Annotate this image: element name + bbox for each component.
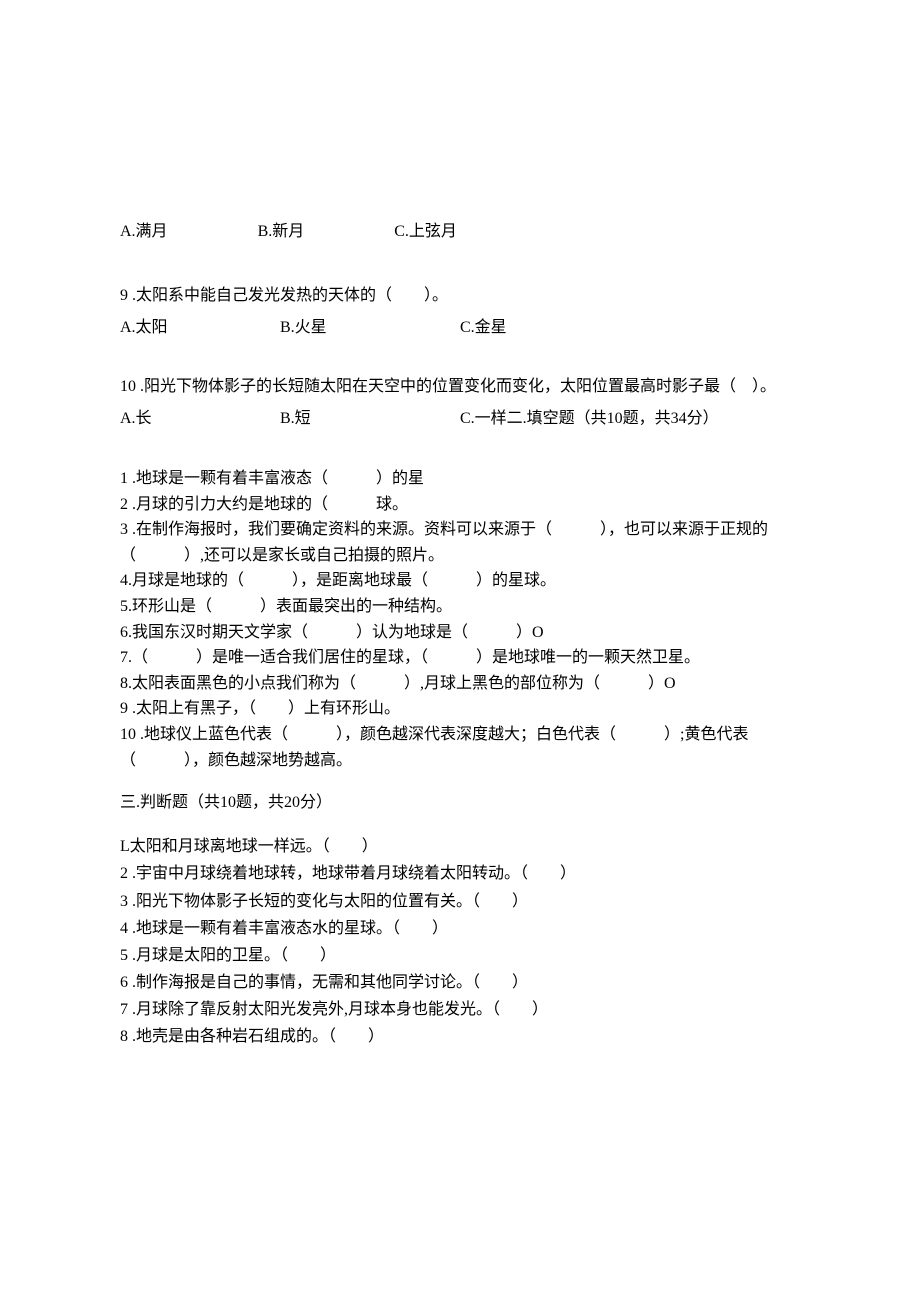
section-3-header: 三.判断题（共10题，共20分） bbox=[120, 791, 800, 815]
judge-5: 5 .月球是太阳的卫星。（ ） bbox=[120, 942, 800, 969]
q8-options: A.满月 B.新月 C.上弦月 bbox=[120, 220, 800, 244]
q10-option-b: B.短 bbox=[280, 407, 460, 431]
judge-section: L太阳和月球离地球一样远。（ ） 2 .宇宙中月球绕着地球转，地球带着月球绕着太… bbox=[120, 833, 800, 1051]
q8-option-a: A.满月 bbox=[120, 220, 168, 244]
q10-text: 10 .阳光下物体影子的长短随太阳在天空中的位置变化而变化，太阳位置最高时影子最… bbox=[120, 375, 800, 399]
fill-8: 8.太阳表面黑色的小点我们称为（ ）,月球上黑色的部位称为（ ）O bbox=[120, 671, 800, 697]
judge-4: 4 .地球是一颗有着丰富液态水的星球。（ ） bbox=[120, 915, 800, 942]
fill-4: 4.月球是地球的（ ），是距离地球最（ ）的星球。 bbox=[120, 568, 800, 594]
q10-options: A.长 B.短 C.一样二.填空题（共10题，共34分） bbox=[120, 407, 800, 431]
judge-7: 7 .月球除了靠反射太阳光发亮外,月球本身也能发光。（ ） bbox=[120, 996, 800, 1023]
judge-6: 6 .制作海报是自己的事情，无需和其他同学讨论。（ ） bbox=[120, 969, 800, 996]
fill-3: 3 .在制作海报时，我们要确定资料的来源。资料可以来源于（ ），也可以来源于正规… bbox=[120, 517, 800, 568]
judge-1: L太阳和月球离地球一样远。（ ） bbox=[120, 833, 800, 860]
fill-9: 9 .太阳上有黑子，（ ）上有环形山。 bbox=[120, 696, 800, 722]
q9-option-b: B.火星 bbox=[280, 316, 460, 340]
fill-5: 5.环形山是（ ）表面最突出的一种结构。 bbox=[120, 594, 800, 620]
fill-6: 6.我国东汉时期天文学家（ ）认为地球是（ ）O bbox=[120, 620, 800, 646]
q9-option-c: C.金星 bbox=[460, 316, 507, 340]
q9-text: 9 .太阳系中能自己发光发热的天体的（ ）。 bbox=[120, 284, 800, 308]
q8-option-c: C.上弦月 bbox=[394, 220, 457, 244]
fill-10: 10 .地球仪上蓝色代表（ ），颜色越深代表深度越大；白色代表（ ）;黄色代表（… bbox=[120, 722, 800, 773]
question-10: 10 .阳光下物体影子的长短随太阳在天空中的位置变化而变化，太阳位置最高时影子最… bbox=[120, 375, 800, 431]
fill-2: 2 .月球的引力大约是地球的（ 球。 bbox=[120, 492, 800, 518]
question-9: 9 .太阳系中能自己发光发热的天体的（ ）。 A.太阳 B.火星 C.金星 bbox=[120, 284, 800, 340]
fill-7: 7.（ ）是唯一适合我们居住的星球，（ ）是地球唯一的一颗天然卫星。 bbox=[120, 645, 800, 671]
fill-1: 1 .地球是一颗有着丰富液态（ ）的星 bbox=[120, 466, 800, 492]
q9-options: A.太阳 B.火星 C.金星 bbox=[120, 316, 800, 340]
q10-option-c: C.一样二.填空题（共10题，共34分） bbox=[460, 407, 719, 431]
q10-option-a: A.长 bbox=[120, 407, 280, 431]
q9-option-a: A.太阳 bbox=[120, 316, 280, 340]
fill-section: 1 .地球是一颗有着丰富液态（ ）的星 2 .月球的引力大约是地球的（ 球。 3… bbox=[120, 466, 800, 773]
judge-2: 2 .宇宙中月球绕着地球转，地球带着月球绕着太阳转动。（ ） bbox=[120, 860, 800, 887]
q8-option-b: B.新月 bbox=[258, 220, 305, 244]
judge-8: 8 .地壳是由各种岩石组成的。（ ） bbox=[120, 1023, 800, 1050]
judge-3: 3 .阳光下物体影子长短的变化与太阳的位置有关。（ ） bbox=[120, 888, 800, 915]
